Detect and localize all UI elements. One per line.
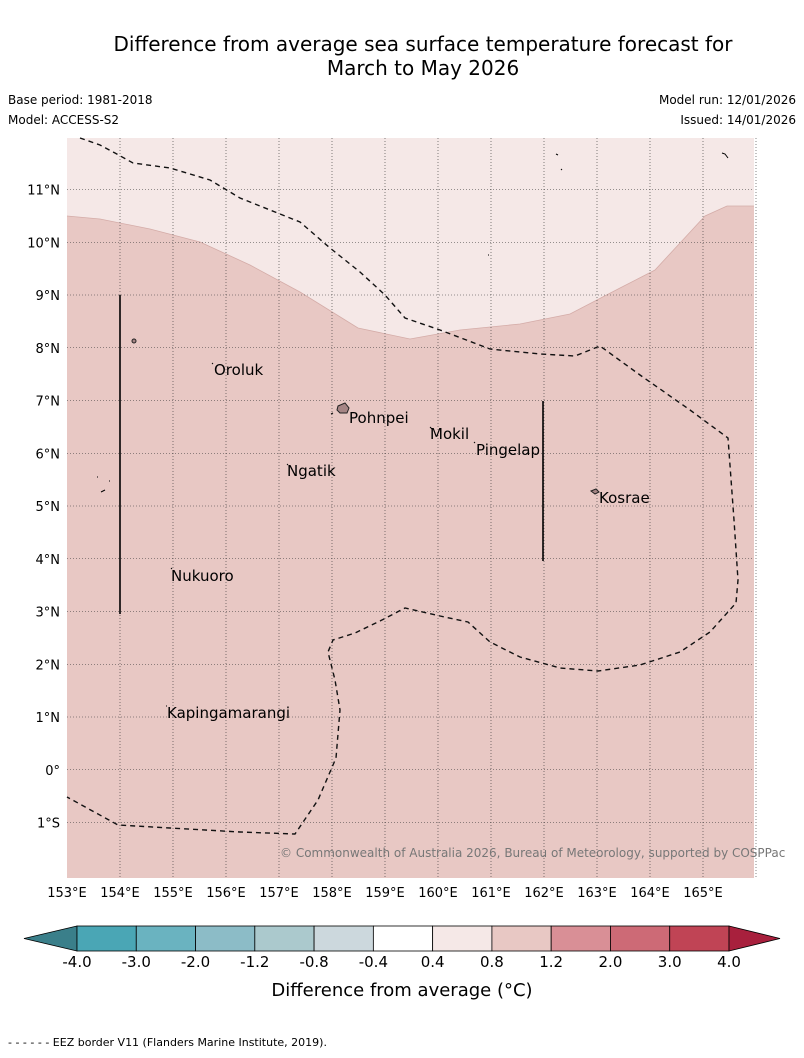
lat-label: 9°N: [36, 289, 61, 304]
colorbar-segment: [372, 925, 434, 952]
lat-label: 6°N: [36, 447, 61, 462]
title-line-1: Difference from average sea surface temp…: [113, 32, 733, 56]
colorbar-label: Difference from average (°C): [271, 980, 533, 1001]
colorbar-tick-label: -0.8: [299, 953, 329, 971]
lon-label: 154°E: [100, 886, 140, 901]
pohnpei-island-shape: [336, 402, 350, 414]
colorbar-segment: [669, 925, 730, 952]
lat-label: 1°N: [36, 711, 61, 726]
small-island: [131, 338, 137, 344]
place-ngatik: Ngatik: [287, 462, 336, 480]
lat-label: 10°N: [27, 236, 60, 251]
lon-label: 153°E: [47, 886, 87, 901]
colorbar-tick-label: -1.2: [240, 953, 270, 971]
colorbar-segment: [313, 925, 374, 952]
colorbar-tick-label: 1.2: [539, 953, 564, 971]
place-pingelap: Pingelap: [476, 441, 540, 459]
colorbar-segment: [610, 925, 671, 952]
colorbar-high-extend: [728, 925, 781, 952]
lat-label: 0°: [45, 764, 60, 779]
colorbar: [23, 925, 781, 952]
anomaly-field-0-4-0-8: [67, 138, 754, 339]
place-mokil: Mokil: [430, 425, 469, 443]
lat-label: 11°N: [27, 184, 60, 199]
colorbar-segment: [491, 925, 552, 952]
colorbar-low-extend: [23, 925, 78, 952]
eez-border: [66, 137, 739, 835]
colorbar-segment: [195, 925, 256, 952]
colorbar-segment: [254, 925, 315, 952]
colorbar-tick-label: -0.4: [358, 953, 388, 971]
lon-label: 160°E: [418, 886, 458, 901]
colorbar-segment: [550, 925, 611, 952]
base-period: Base period: 1981-2018: [8, 93, 153, 107]
colorbar-segment: [76, 925, 137, 952]
lat-label: 5°N: [36, 500, 61, 515]
place-oroluk: Oroluk: [214, 361, 263, 379]
lat-label: 4°N: [36, 553, 61, 568]
lat-label: 2°N: [36, 658, 61, 673]
lat-label: 8°N: [36, 342, 61, 357]
place-pohnpei: Pohnpei: [349, 409, 409, 427]
place-kapingamarangi: Kapingamarangi: [167, 704, 290, 722]
colorbar-tick-label: 0.8: [479, 953, 504, 971]
anomaly-contour: [66, 205, 754, 340]
atoll-markers: [97, 152, 729, 707]
colorbar-tick-label: 0.4: [420, 953, 445, 971]
lat-label: 7°N: [36, 395, 61, 410]
lon-label: 158°E: [312, 886, 352, 901]
latitude-labels: 11°N 10°N 9°N 8°N 7°N 6°N 5°N 4°N 3°N 2°N 1°N 0° 1°S: [27, 184, 60, 832]
lon-label: 162°E: [524, 886, 564, 901]
colorbar-tick-label: 3.0: [657, 953, 682, 971]
lat-label: 1°S: [37, 817, 60, 832]
colorbar-tick-label: 2.0: [598, 953, 623, 971]
issued-date: Issued: 14/01/2026: [680, 113, 796, 127]
colorbar-tick-label: -3.0: [121, 953, 151, 971]
colorbar-segment: [432, 925, 493, 952]
longitude-labels: 153°E 154°E 155°E 156°E 157°E 158°E 159°E 160°E…: [47, 886, 723, 901]
title-line-2: March to May 2026: [326, 56, 520, 80]
kosrae-island-shape: [589, 488, 600, 495]
lat-label: 3°N: [36, 606, 61, 621]
lon-label: 157°E: [259, 886, 299, 901]
place-kosrae: Kosrae: [599, 489, 650, 507]
copyright-notice: © Commonwealth of Australia 2026, Bureau…: [280, 846, 785, 860]
eez-legend: - - - - - - EEZ border V11 (Flanders Mar…: [8, 1036, 327, 1049]
lon-label: 161°E: [471, 886, 511, 901]
lon-label: 156°E: [206, 886, 246, 901]
lon-label: 164°E: [630, 886, 670, 901]
chart-title: Difference from average sea surface temp…: [0, 32, 804, 80]
lon-label: 155°E: [153, 886, 193, 901]
colorbar-tick-label: -4.0: [62, 953, 92, 971]
model-run: Model run: 12/01/2026: [658, 93, 796, 107]
lon-label: 159°E: [365, 886, 405, 901]
model-name: Model: ACCESS-S2: [8, 113, 120, 127]
colorbar-segment: [135, 925, 196, 952]
lon-label: 165°E: [683, 886, 723, 901]
colorbar-tick-label: 4.0: [717, 953, 741, 971]
lon-label: 163°E: [577, 886, 617, 901]
place-nukuoro: Nukuoro: [171, 567, 234, 585]
colorbar-tick-label: -2.0: [180, 953, 211, 971]
